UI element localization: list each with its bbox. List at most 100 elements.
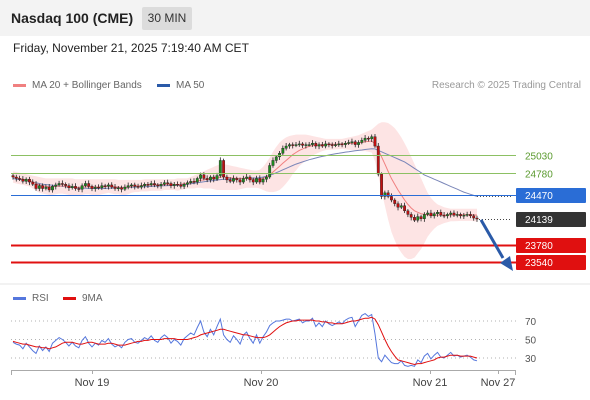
candle-body xyxy=(416,216,420,221)
candle-body xyxy=(419,216,423,219)
legend-9ma-label: 9MA xyxy=(82,293,103,304)
candle-body xyxy=(284,145,288,149)
x-tick-label: Nov 27 xyxy=(481,377,516,389)
candle-body xyxy=(294,144,298,146)
candle-body xyxy=(251,179,255,183)
last-label: 24139 xyxy=(525,215,553,226)
candle-body xyxy=(149,183,153,186)
candle-body xyxy=(222,160,226,178)
candle-body xyxy=(320,144,324,147)
pivot-label: 24470 xyxy=(525,191,553,202)
candlesticks xyxy=(11,134,479,223)
candle-body xyxy=(340,143,344,146)
candle-body xyxy=(225,176,229,181)
candle-body xyxy=(406,210,410,215)
legend-ma50: MA 50 xyxy=(157,80,204,91)
candle-body xyxy=(93,186,97,189)
candle-body xyxy=(475,217,479,220)
candle-body xyxy=(363,137,367,141)
candle-body xyxy=(376,145,380,175)
candle-body xyxy=(107,184,110,187)
ma20-swatch xyxy=(13,84,26,87)
candle-body xyxy=(403,205,407,212)
candle-body xyxy=(261,178,265,183)
candle-body xyxy=(90,186,94,189)
candle-body xyxy=(70,186,74,189)
candle-body xyxy=(373,136,377,147)
candle-body xyxy=(370,136,374,140)
ma20-line xyxy=(12,140,478,216)
candle-body xyxy=(343,142,347,145)
candle-body xyxy=(311,142,314,145)
candle-body xyxy=(215,175,219,180)
forecast-arrow xyxy=(479,219,513,271)
candle-body xyxy=(143,184,147,186)
candle-body xyxy=(14,176,18,179)
candle-body xyxy=(472,215,476,219)
candle-body xyxy=(330,144,334,146)
candle-body xyxy=(436,212,439,214)
candle-body xyxy=(334,144,337,146)
candle-body xyxy=(258,178,262,183)
candle-body xyxy=(87,183,91,187)
candle-body xyxy=(176,184,179,186)
candle-body xyxy=(51,186,54,191)
rsi-tick-label: 70 xyxy=(525,317,537,328)
legend-9ma: 9MA xyxy=(63,293,103,304)
candle-body xyxy=(281,148,285,154)
candle-body xyxy=(11,175,15,178)
candle-body xyxy=(64,184,68,186)
candle-body xyxy=(232,178,235,182)
candle-body xyxy=(304,144,308,146)
candle-body xyxy=(422,214,426,219)
candle-body xyxy=(205,178,209,181)
candle-body xyxy=(228,179,232,182)
candle-body xyxy=(123,186,127,190)
candle-body xyxy=(350,141,354,143)
candle-body xyxy=(44,186,48,189)
copyright-text: Research © 2025 Trading Central xyxy=(431,80,581,91)
candle-body xyxy=(199,174,202,179)
candle-body xyxy=(357,142,360,145)
candle-body xyxy=(166,182,170,184)
candle-body xyxy=(449,212,453,215)
candle-body xyxy=(126,185,130,188)
rsi-tick-label: 50 xyxy=(525,336,537,347)
candle-body xyxy=(241,178,245,183)
candle-body xyxy=(74,186,77,189)
candle-body xyxy=(195,178,199,183)
arrow-head xyxy=(500,256,513,271)
candle-body xyxy=(133,184,137,187)
candle-body xyxy=(445,214,449,217)
candle-body xyxy=(399,205,403,208)
candle-body xyxy=(268,165,272,178)
support-label-box xyxy=(516,255,586,270)
candle-body xyxy=(28,178,31,183)
moving-averages xyxy=(12,140,512,216)
candle-body xyxy=(455,214,459,216)
candle-body xyxy=(439,212,443,216)
candle-body xyxy=(41,185,45,189)
candle-body xyxy=(189,181,193,183)
candle-body xyxy=(380,173,383,197)
rsi-swatch xyxy=(13,297,26,300)
candle-body xyxy=(307,144,311,146)
chart-datetime: Friday, November 21, 2025 7:19:40 AM CET xyxy=(13,41,249,55)
candle-body xyxy=(156,184,160,187)
candle-body xyxy=(353,141,357,145)
x-tick-label: Nov 21 xyxy=(413,377,448,389)
candle-body xyxy=(153,183,156,186)
candle-body xyxy=(274,156,278,161)
candle-body xyxy=(383,192,387,197)
legend-rsi: RSI xyxy=(13,293,49,304)
candle-body xyxy=(367,137,370,140)
timeframe-badge[interactable]: 30 MIN xyxy=(142,7,192,30)
resistance-label: 25030 xyxy=(525,152,553,163)
candle-body xyxy=(248,176,252,181)
candle-body xyxy=(169,183,173,186)
candle-body xyxy=(120,187,123,190)
bollinger-bands xyxy=(13,122,477,259)
candle-body xyxy=(186,182,189,185)
candle-body xyxy=(103,185,107,187)
candle-body xyxy=(291,144,295,146)
